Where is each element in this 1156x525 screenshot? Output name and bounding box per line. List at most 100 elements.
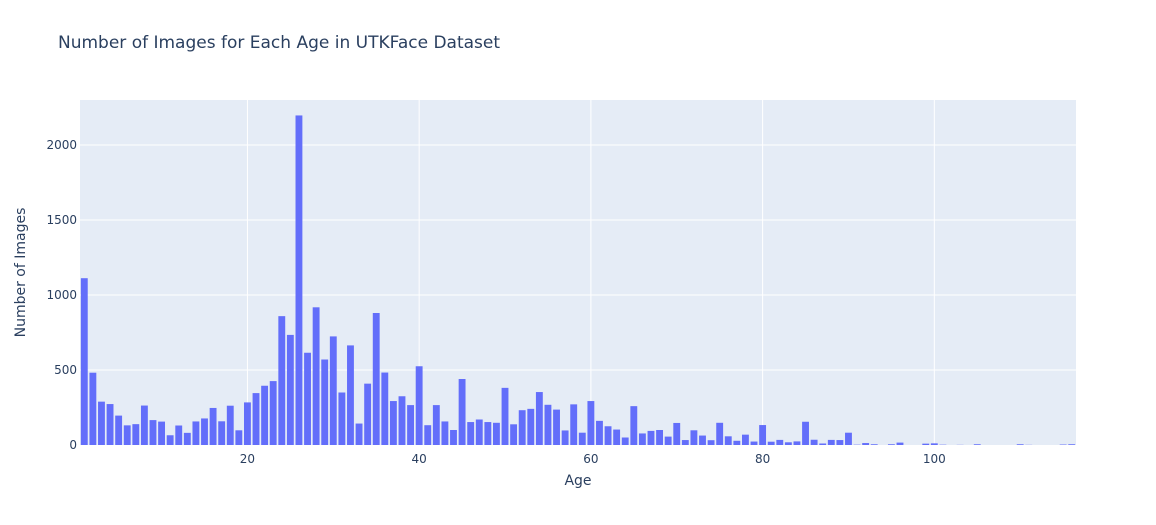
bar <box>389 401 397 445</box>
bar <box>836 440 844 445</box>
bar <box>561 430 569 445</box>
bar <box>1068 444 1076 445</box>
bar <box>776 439 784 445</box>
x-tick-label: 100 <box>923 452 946 466</box>
bar <box>518 410 526 445</box>
bar <box>621 437 629 445</box>
bar <box>862 443 870 445</box>
bar <box>355 423 363 445</box>
bar <box>690 430 698 445</box>
bar <box>784 442 792 445</box>
bar <box>261 385 269 445</box>
plot-area <box>80 100 1076 445</box>
bar <box>819 443 827 445</box>
y-tick-label: 2000 <box>46 138 77 152</box>
bar <box>123 425 131 445</box>
bar <box>295 115 303 445</box>
bar <box>140 405 148 445</box>
bar <box>441 421 449 445</box>
bar <box>604 426 612 445</box>
bar <box>510 424 518 445</box>
x-tick-label: 40 <box>412 452 427 466</box>
bar <box>458 379 466 445</box>
bar <box>484 422 492 445</box>
bar <box>793 441 801 445</box>
bar <box>896 442 904 445</box>
bar <box>578 432 586 445</box>
bar <box>424 425 432 445</box>
bar <box>183 432 191 445</box>
bar <box>98 401 105 445</box>
bar <box>407 405 415 445</box>
chart-title: Number of Images for Each Age in UTKFace… <box>58 33 501 53</box>
bar <box>450 430 457 445</box>
bar <box>922 443 930 445</box>
bar <box>338 392 346 445</box>
x-axis-ticks: 20 40 60 80 100 <box>240 452 946 466</box>
bar <box>201 418 208 445</box>
bar <box>699 435 706 445</box>
x-tick-label: 20 <box>240 452 255 466</box>
bar <box>724 436 732 445</box>
bar <box>492 422 500 445</box>
y-tick-label: 1500 <box>46 213 77 227</box>
bar <box>656 430 664 445</box>
bar <box>870 444 878 445</box>
bar <box>613 429 621 445</box>
bar <box>347 345 354 445</box>
bar <box>398 396 406 445</box>
x-tick-label: 80 <box>755 452 770 466</box>
bar <box>930 443 938 445</box>
bar <box>80 278 88 445</box>
bar <box>664 436 672 445</box>
bar <box>252 393 260 445</box>
bar <box>218 421 226 445</box>
bar <box>304 352 311 445</box>
bar <box>158 421 166 445</box>
bar <box>432 405 440 445</box>
bar <box>673 422 681 445</box>
y-axis-ticks: 0 500 1000 1500 2000 <box>46 138 77 452</box>
bar <box>570 404 578 445</box>
bar <box>587 401 595 445</box>
bar <box>192 421 200 445</box>
bar <box>802 421 809 445</box>
bar <box>501 387 509 445</box>
bar <box>321 359 329 445</box>
bar <box>467 422 475 445</box>
x-axis-title: Age <box>564 473 591 489</box>
bar <box>89 372 97 445</box>
bar <box>750 441 758 445</box>
bar <box>235 430 243 445</box>
bar <box>733 440 741 445</box>
x-tick-label: 60 <box>583 452 598 466</box>
bar <box>553 409 560 445</box>
bar <box>278 316 286 445</box>
bar <box>312 307 320 445</box>
bar <box>707 440 715 445</box>
bar <box>115 415 123 445</box>
bar <box>845 432 852 445</box>
bar <box>535 392 543 445</box>
bar <box>175 425 183 445</box>
bar <box>226 405 234 445</box>
bar <box>166 435 174 445</box>
bar <box>716 422 724 445</box>
bar <box>973 444 981 445</box>
bar <box>887 444 895 445</box>
bar <box>132 424 140 445</box>
bar <box>209 407 217 445</box>
bar <box>329 336 337 445</box>
bars <box>80 115 1076 445</box>
bar <box>544 404 552 445</box>
bar <box>475 419 483 445</box>
y-axis-title: Number of Images <box>13 208 29 338</box>
bar <box>372 313 380 445</box>
bar <box>638 433 646 445</box>
bar <box>527 408 535 445</box>
bar <box>767 441 775 445</box>
bar <box>364 383 372 445</box>
bar <box>827 439 835 445</box>
gridlines <box>80 100 1076 445</box>
